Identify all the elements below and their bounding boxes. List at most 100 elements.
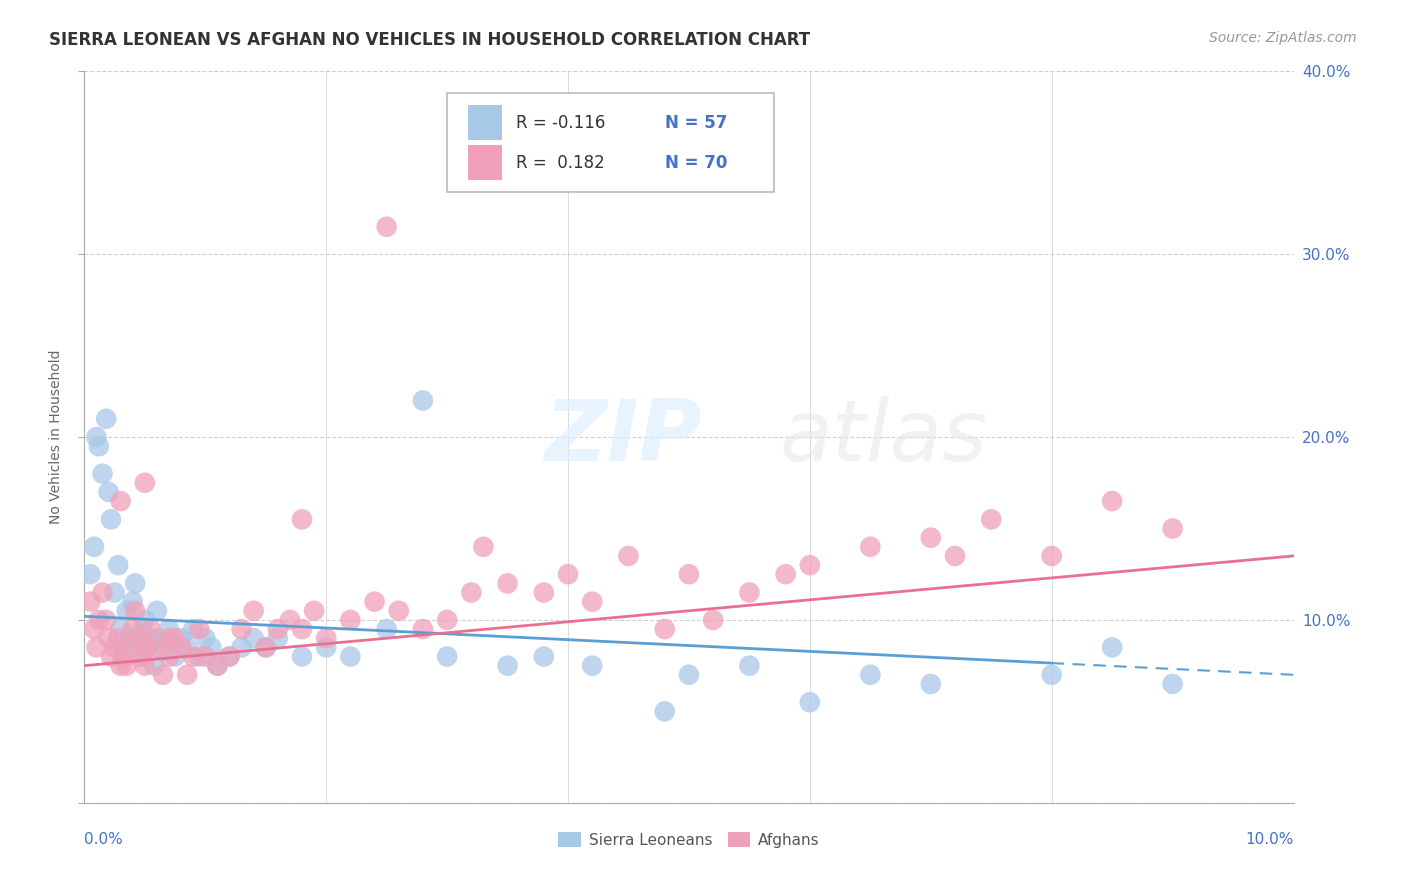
Point (375, 219, 398, 234)
Point (143, 658, 166, 673)
Text: 10.0%: 10.0% (1246, 832, 1294, 847)
Point (94, 412, 117, 426)
Point (112, 649, 135, 664)
Point (86, 640, 108, 655)
Point (83, 622, 105, 636)
Point (121, 622, 143, 636)
Point (859, 540, 882, 554)
Point (581, 594, 603, 608)
Point (920, 531, 942, 545)
FancyBboxPatch shape (468, 105, 502, 140)
Point (188, 622, 211, 636)
Point (1040, 667, 1063, 681)
Text: R =  0.182: R = 0.182 (516, 153, 605, 172)
Point (157, 649, 180, 664)
Point (799, 558, 821, 573)
Point (581, 658, 603, 673)
Point (131, 622, 153, 636)
Point (254, 640, 277, 655)
Point (436, 649, 458, 664)
Point (97, 485, 120, 500)
Point (91, 585, 114, 599)
Point (124, 576, 146, 591)
Point (112, 640, 135, 655)
Point (242, 632, 264, 646)
Point (654, 705, 676, 719)
Point (136, 640, 159, 655)
Y-axis label: No Vehicles in Household: No Vehicles in Household (49, 350, 63, 524)
Point (194, 649, 217, 664)
Text: atlas: atlas (780, 395, 987, 479)
Point (291, 512, 314, 526)
Point (207, 658, 229, 673)
Point (188, 649, 211, 664)
Point (134, 658, 156, 673)
Point (231, 622, 253, 636)
FancyBboxPatch shape (468, 145, 502, 180)
Point (181, 649, 204, 664)
Point (79, 594, 101, 608)
Text: SIERRA LEONEAN VS AFGHAN NO VEHICLES IN HOUSEHOLD CORRELATION CHART: SIERRA LEONEAN VS AFGHAN NO VEHICLES IN … (49, 31, 810, 49)
Point (176, 667, 198, 681)
Point (302, 604, 325, 618)
Point (436, 613, 458, 627)
Point (146, 640, 169, 655)
Point (799, 695, 821, 709)
Point (139, 632, 162, 646)
Point (859, 667, 882, 681)
Point (267, 622, 290, 636)
Point (375, 622, 398, 636)
Point (702, 613, 724, 627)
Point (87, 439, 110, 453)
Point (134, 475, 156, 490)
Point (654, 622, 676, 636)
Point (254, 640, 277, 655)
Text: N = 70: N = 70 (665, 153, 727, 172)
Point (980, 512, 1002, 526)
Point (194, 632, 217, 646)
Point (181, 622, 204, 636)
Point (170, 640, 193, 655)
Point (110, 622, 132, 636)
Point (115, 604, 138, 618)
Point (1161, 677, 1184, 691)
Point (97, 632, 120, 646)
Point (165, 632, 187, 646)
Point (1161, 521, 1184, 535)
Text: 0.0%: 0.0% (84, 832, 124, 847)
Point (86, 430, 108, 444)
Point (412, 622, 434, 636)
Point (207, 658, 229, 673)
Point (134, 613, 156, 627)
Point (218, 649, 240, 664)
Point (107, 632, 129, 646)
Point (110, 658, 132, 673)
Point (315, 632, 337, 646)
Text: Source: ZipAtlas.com: Source: ZipAtlas.com (1209, 31, 1357, 45)
Point (148, 632, 170, 646)
Point (738, 658, 761, 673)
Point (1101, 494, 1123, 508)
Point (139, 622, 162, 636)
Point (557, 567, 579, 582)
Point (152, 640, 174, 655)
Point (79, 567, 101, 582)
Point (176, 640, 198, 655)
Point (104, 585, 127, 599)
Point (412, 393, 434, 408)
Point (110, 494, 132, 508)
Point (165, 649, 187, 664)
Point (120, 640, 142, 655)
Point (128, 649, 150, 664)
Point (738, 585, 761, 599)
Point (775, 567, 797, 582)
Point (136, 640, 159, 655)
Point (472, 540, 495, 554)
Point (278, 613, 301, 627)
Point (339, 649, 361, 664)
Point (94, 613, 117, 627)
Point (91, 467, 114, 481)
Point (460, 585, 482, 599)
Point (100, 649, 122, 664)
Point (115, 658, 138, 673)
